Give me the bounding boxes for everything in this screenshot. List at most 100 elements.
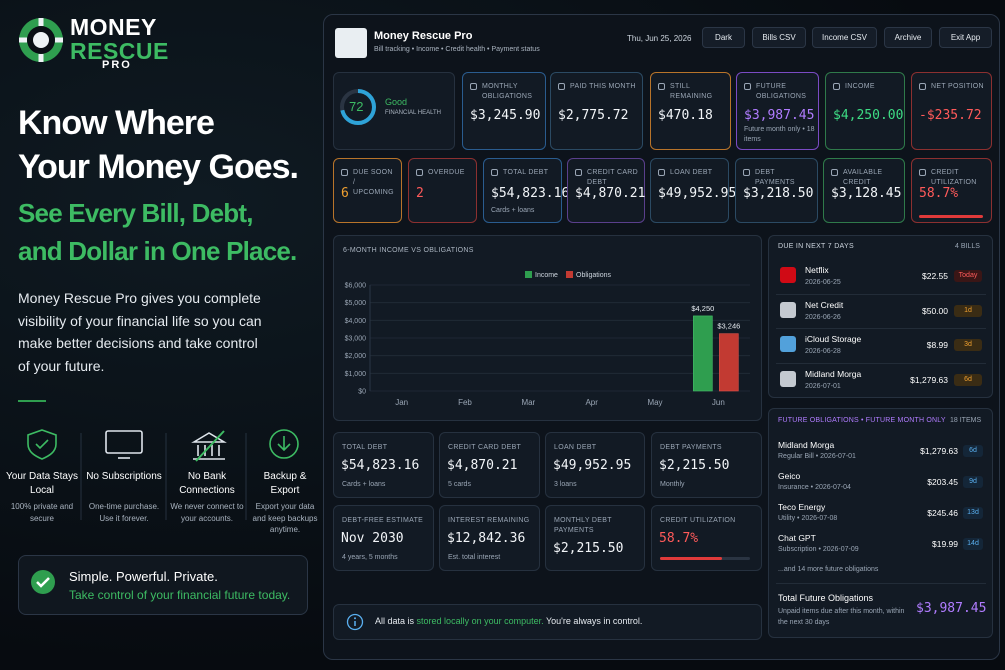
stat-label: CREDIT UTILIZATION [931, 169, 977, 186]
toolbar-button[interactable]: Bills CSV [752, 27, 806, 48]
stat-card [462, 72, 546, 150]
future-name: Midland Morga [778, 440, 835, 450]
summary-card [333, 505, 434, 571]
row-divider [776, 293, 986, 295]
future-total-note: Unpaid items due after this month, withi… [778, 608, 905, 626]
stat-value: $49,952.95 [658, 186, 737, 201]
future-amount: $19.99 [932, 539, 958, 549]
stat-label: OVERDUE [428, 169, 465, 176]
future-detail: Insurance • 2026-07-04 [778, 484, 851, 491]
summary-label: TOTAL DEBT [342, 444, 388, 451]
stat-icon [341, 169, 348, 176]
app-title: Money Rescue Pro [374, 30, 473, 42]
summary-card [439, 505, 540, 571]
feature-icons-2 [105, 430, 227, 460]
stat-value: $54,823.16 [491, 186, 570, 201]
future-detail: Subscription • 2026-07-09 [778, 546, 859, 553]
stat-label: TOTAL DEBT [503, 169, 549, 176]
summary-value: $54,823.16 [341, 458, 420, 473]
bill-amount: $50.00 [922, 305, 948, 316]
stat-value: $3,245.90 [470, 108, 541, 123]
summary-note: 4 years, 5 months [342, 554, 398, 561]
app-subtitle: Bill tracking • Income • Credit health •… [374, 46, 540, 53]
stat-card [483, 158, 562, 223]
summary-value: $49,952.95 [553, 458, 632, 473]
stat-icon [575, 169, 582, 176]
stat-card [650, 158, 729, 223]
future-badge: 14d [963, 538, 983, 550]
stat-label: MONTHLY OBLIGATIONS [482, 83, 533, 100]
future-total: $3,987.45 [916, 601, 987, 616]
future-panel [768, 408, 993, 638]
stat-card [823, 158, 905, 223]
footer-panel [333, 604, 762, 640]
y-tick-label: $3,000 [345, 336, 367, 343]
stat-label: AVAILABLE CREDIT [843, 169, 883, 186]
x-tick-label: Mar [521, 398, 535, 407]
bill-badge: 6d [954, 373, 982, 386]
bill-date: 2026-06-28 [805, 348, 841, 355]
row-divider [776, 328, 986, 329]
stat-icon [833, 83, 840, 90]
summary-value: 58.7% [659, 531, 699, 546]
stat-icon [919, 169, 926, 176]
footer-before: All data is [375, 616, 415, 626]
logo-line1: MONEY [70, 14, 157, 40]
headline: Your Money Goes. [18, 148, 299, 186]
feature-text: One-time purchase. Use it forever. [88, 502, 160, 523]
check-icon [31, 570, 55, 594]
summary-label: LOAN DEBT [554, 444, 597, 451]
bill-amount: $1,279.63 [910, 374, 948, 385]
health-ring [340, 89, 376, 125]
feature-icons [27, 429, 57, 460]
description: Money Rescue Pro gives you complete visi… [18, 290, 262, 374]
bill-badge: Today [954, 270, 982, 282]
bill-name: iCloud Storage [805, 334, 862, 344]
summary-value: $2,215.50 [659, 458, 730, 473]
summary-card [651, 432, 762, 498]
bill-icon [780, 336, 796, 352]
logo-hub [33, 32, 49, 48]
x-tick-label: Jan [395, 398, 408, 407]
stat-card [650, 72, 731, 150]
stat-card [911, 158, 992, 223]
toolbar-button[interactable]: Exit App [939, 27, 992, 48]
summary-label: CREDIT CARD DEBT [448, 444, 522, 451]
summary-note: Monthly [660, 481, 685, 488]
stat-card [736, 72, 819, 150]
summary-note: Est. total interest [448, 554, 501, 561]
legend-label: Income [535, 272, 558, 279]
bill-name: Net Credit [805, 299, 844, 310]
y-tick-label: $6,000 [345, 283, 367, 290]
x-tick-label: Apr [585, 398, 598, 407]
bill-badge: 1d [954, 304, 982, 317]
stat-icon [558, 83, 565, 90]
toolbar-button[interactable]: Income CSV [812, 27, 877, 48]
due-count: 4 BILLS [955, 243, 980, 250]
feature-title: Your Data Stays Local [6, 471, 78, 496]
stat-icon [470, 83, 477, 90]
summary-value: $2,215.50 [553, 541, 624, 556]
toolbar-button[interactable]: Dark [702, 27, 745, 48]
value-label: $3,246 [717, 322, 740, 331]
stat-icon [491, 169, 498, 176]
utilization-bar [660, 557, 722, 560]
feature-text: We never connect to your accounts. [170, 502, 244, 523]
stat-icon [744, 83, 751, 90]
app-logo [335, 28, 367, 58]
stat-icon [658, 83, 665, 90]
footer-highlight: stored locally on your computer. [416, 616, 544, 626]
stat-card [911, 72, 992, 150]
future-amount: $203.45 [927, 477, 958, 487]
stat-value: $2,775.72 [558, 108, 629, 123]
y-tick-label: $4,000 [345, 318, 367, 325]
summary-note: 5 cards [448, 481, 471, 488]
chart-title: 6-MONTH INCOME VS OBLIGATIONS [343, 247, 474, 254]
toolbar-button[interactable]: Archive [884, 27, 932, 48]
bar [719, 333, 739, 392]
future-badge: 9d [963, 476, 983, 488]
feature-text: 100% private and secure [10, 502, 74, 523]
footer-text: All data is stored locally on your compu… [375, 616, 642, 626]
